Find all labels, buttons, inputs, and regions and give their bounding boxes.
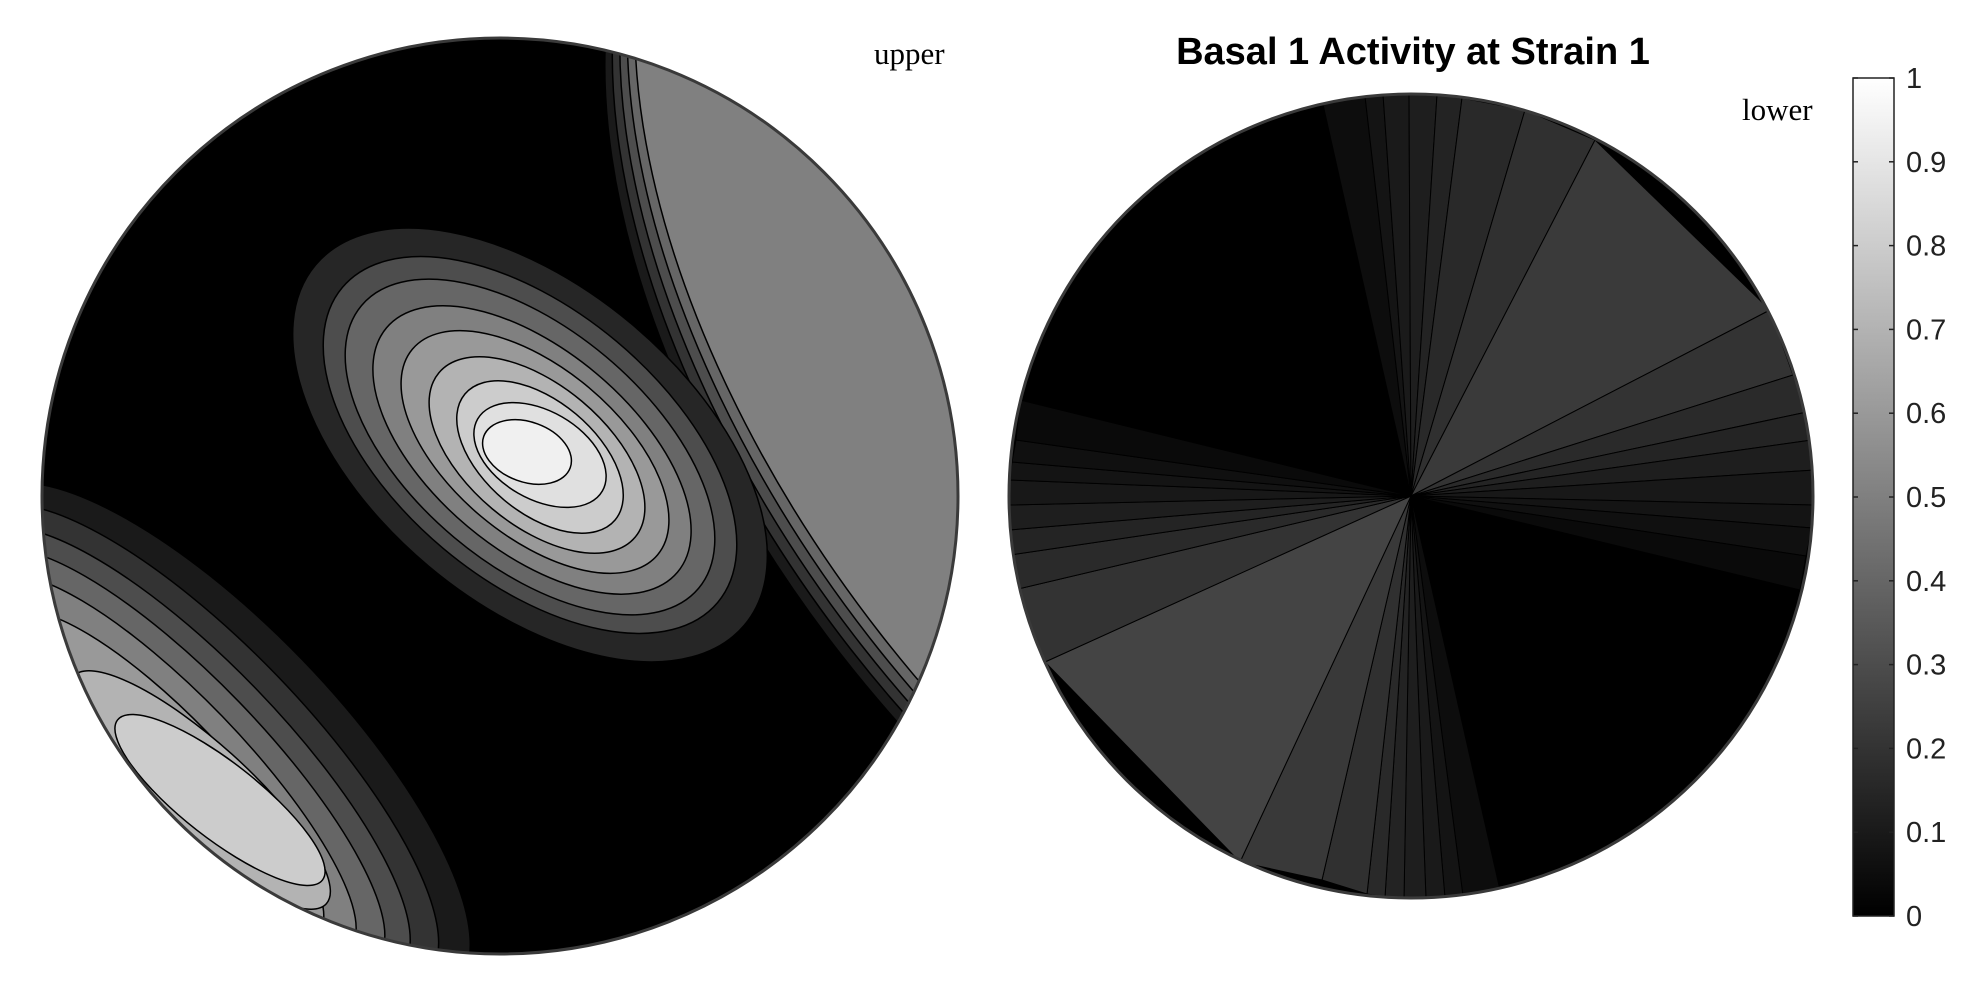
- pole-figure-upper-outline: [40, 36, 960, 956]
- colorbar-ticks: 0 0.1 0.2 0.3 0.4 0.5 0.6 0.7 0.8 0.9 1: [1853, 63, 1946, 933]
- hemisphere-label-upper: upper: [874, 36, 945, 71]
- colorbar-tick-label: 1: [1906, 63, 1922, 95]
- colorbar-tick-label: 0.4: [1906, 566, 1946, 598]
- pole-figure-lower: [1007, 92, 1815, 900]
- colorbar-gradient: [1852, 77, 1895, 917]
- colorbar-tick-label: 0.5: [1906, 482, 1946, 514]
- lower-sector: [1015, 399, 1412, 497]
- colorbar-tick-label: 0.8: [1906, 231, 1946, 263]
- colorbar-tick-label: 0.9: [1906, 147, 1946, 179]
- colorbar-tick-label: 0: [1906, 901, 1922, 933]
- colorbar-tick-label: 0.7: [1906, 314, 1946, 346]
- colorbar-tick-label: 0.1: [1906, 817, 1946, 849]
- lower-sectors: [1009, 94, 1813, 898]
- colorbar: 0 0.1 0.2 0.3 0.4 0.5 0.6 0.7 0.8 0.9 1: [1852, 63, 1946, 933]
- upper-lobe-a-level-8: [114, 713, 326, 887]
- colorbar-tick-label: 0.2: [1906, 733, 1946, 765]
- colorbar-tick-label: 0.6: [1906, 398, 1946, 430]
- upper-lobe-b-level-9: [481, 418, 573, 486]
- lower-sector: [1410, 495, 1807, 591]
- chart-title: Basal 1 Activity at Strain 1: [1176, 31, 1650, 73]
- colorbar-tick-label: 0.3: [1906, 650, 1946, 682]
- upper-edge-band-level-5: [634, 38, 958, 954]
- pole-figure-lower-outline: [1007, 92, 1815, 900]
- hemisphere-label-lower: lower: [1742, 92, 1813, 127]
